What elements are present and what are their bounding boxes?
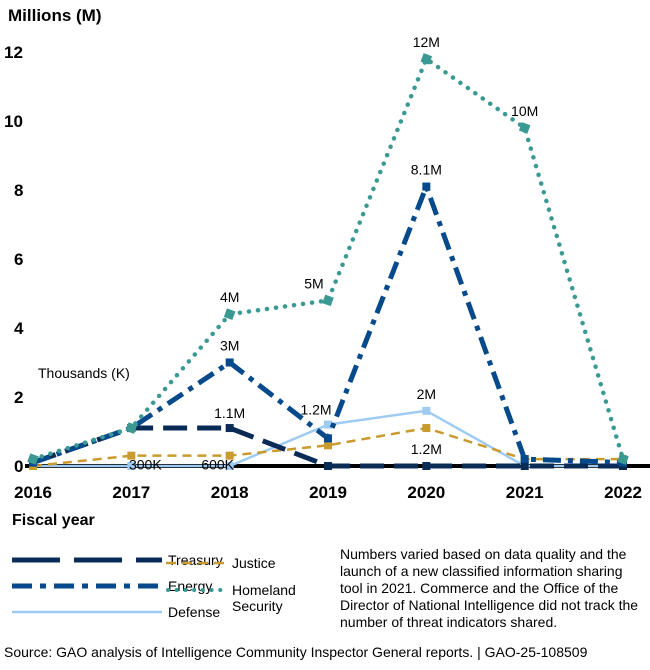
data-label: 3M xyxy=(220,338,239,354)
x-tick-label: 2016 xyxy=(14,483,52,502)
legend-label: Justice xyxy=(232,555,276,571)
data-point xyxy=(422,406,431,415)
data-point xyxy=(518,122,531,134)
series-homeland-security xyxy=(27,53,629,465)
x-tick-label: 2018 xyxy=(211,483,249,502)
data-label: 1.2M xyxy=(300,402,331,418)
data-point xyxy=(324,441,332,450)
data-point xyxy=(422,424,431,433)
legend-label-line: Homeland xyxy=(232,582,296,598)
line-chart: 0 2 4 6 8 10 12 2016 2017 2018 2019 2020 2021 2022 1… xyxy=(4,34,650,502)
data-point xyxy=(225,451,234,460)
chart-note: Numbers varied based on data quality and… xyxy=(340,546,639,630)
y-tick-label: 8 xyxy=(14,181,23,200)
justice-line-swatch xyxy=(166,561,226,565)
data-label: 8.1M xyxy=(411,162,442,178)
data-label: 1.2M xyxy=(411,441,442,457)
legend-label: Treasury xyxy=(168,552,223,568)
treasury-line-swatch xyxy=(12,557,162,563)
legend-item-homeland-security: Homeland Security xyxy=(166,582,296,614)
x-tick-label: 2021 xyxy=(506,483,544,502)
x-axis-title: Fiscal year xyxy=(12,512,95,529)
data-label: 10M xyxy=(511,103,538,119)
y-tick-label: 0 xyxy=(14,457,23,476)
series-line xyxy=(30,56,626,462)
y-tick-label: 10 xyxy=(4,112,23,131)
data-point xyxy=(322,294,334,307)
data-point xyxy=(27,453,39,465)
data-point xyxy=(225,424,234,433)
data-point xyxy=(422,182,431,191)
defense-line-swatch xyxy=(12,610,162,614)
homeland-security-line-swatch xyxy=(166,588,226,592)
y-axis-ticks: 0 2 4 6 8 10 12 xyxy=(4,43,24,476)
data-label: 4M xyxy=(220,289,239,305)
data-point xyxy=(422,462,431,470)
x-tick-label: 2017 xyxy=(112,483,150,502)
source-line: Source: GAO analysis of Intelligence Com… xyxy=(4,644,588,660)
data-point xyxy=(520,462,529,470)
data-point xyxy=(420,53,433,65)
x-tick-label: 2020 xyxy=(407,483,445,502)
legend-label: Defense xyxy=(168,604,221,620)
legend-item-treasury: Treasury xyxy=(12,552,223,568)
y-tick-label: 6 xyxy=(14,250,23,269)
x-axis-ticks: 2016 2017 2018 2019 2020 2021 2022 xyxy=(14,483,642,502)
data-point xyxy=(225,358,234,367)
data-label: 300K xyxy=(129,457,162,473)
y-tick-label: 12 xyxy=(4,43,23,62)
y-tick-label: 4 xyxy=(14,319,24,338)
data-label: 1.1M xyxy=(214,405,245,421)
legend-item-defense: Defense xyxy=(12,604,220,620)
data-point xyxy=(617,453,629,465)
data-label: 12M xyxy=(413,34,440,50)
data-point xyxy=(324,434,332,443)
data-point xyxy=(324,420,332,429)
data-point xyxy=(520,455,529,464)
data-point xyxy=(223,308,236,320)
data-point xyxy=(127,462,136,470)
legend-item-justice: Justice xyxy=(166,555,276,571)
series-layer xyxy=(27,53,629,470)
thousands-annotation: Thousands (K) xyxy=(38,365,130,381)
y-axis-title: Millions (M) xyxy=(8,6,102,25)
data-point xyxy=(127,451,136,460)
y-tick-label: 2 xyxy=(14,388,23,407)
x-tick-label: 2019 xyxy=(309,483,347,502)
data-label: 5M xyxy=(304,275,323,291)
data-point xyxy=(324,462,332,470)
legend-label-line: Security xyxy=(232,598,283,614)
data-label: 2M xyxy=(417,386,436,402)
x-tick-label: 2022 xyxy=(604,483,642,502)
energy-line-swatch xyxy=(12,583,162,589)
data-label: 600K xyxy=(201,457,234,473)
legend-label: Homeland Security xyxy=(232,582,296,614)
data-labels: 1.1M 3M 8.1M 1.2M 2M 300K 600K 1.2M 4M 5M 12M 10M xyxy=(129,34,538,473)
data-point xyxy=(225,462,234,470)
data-point xyxy=(125,422,138,434)
